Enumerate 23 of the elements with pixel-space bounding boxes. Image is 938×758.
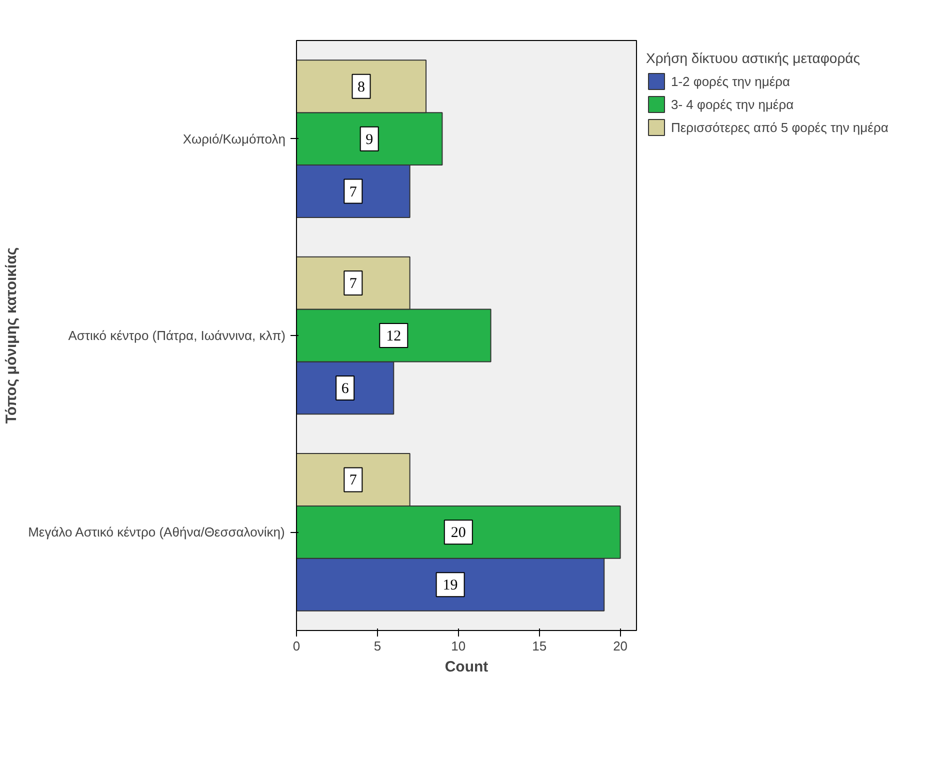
data-label: 7 [349,184,358,200]
data-label: 12 [386,328,402,344]
data-label: 7 [349,472,358,489]
x-tick-label: 20 [613,638,628,654]
x-tick-label: 5 [374,638,382,654]
legend-title: Χρήση δίκτυου αστικής μεταφοράς [646,50,862,66]
y-tick-label: Μεγάλο Αστικό κέντρο (Αθήνα/Θεσσαλονίκη) [28,524,285,540]
x-tick-label: 15 [532,638,547,654]
data-label: 8 [358,79,366,96]
x-tick-label: 10 [451,638,466,654]
legend-label: 1-2 φορές την ημέρα [671,74,790,88]
data-label: 7 [349,276,358,292]
y-tick-label: Χωριό/Κωμόπολη [182,131,286,146]
data-label: 19 [442,578,458,594]
y-tick-label: Αστικό κέντρο (Πάτρα, Ιωάννινα, κλπ) [68,328,286,343]
y-axis-title: Τόπος μόνιμης κατοικίας [3,247,20,424]
x-tick-label: 0 [292,638,300,654]
data-label: 9 [366,132,374,148]
data-label: 20 [450,525,466,542]
x-axis-title: Count [444,658,488,676]
data-label: 6 [341,380,350,397]
legend-label: Περισσότερες από 5 φορές την ημέρα [671,120,888,134]
legend-label: 3- 4 φορές την ημέρα [671,96,794,112]
